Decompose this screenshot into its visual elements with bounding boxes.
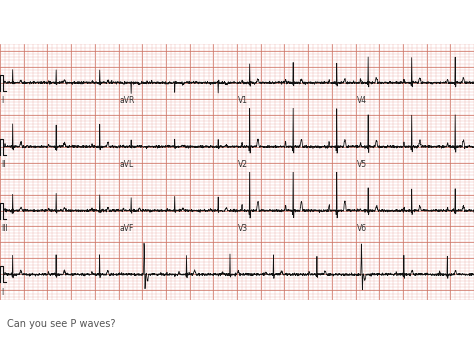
Text: aVL: aVL	[119, 160, 134, 169]
Text: I: I	[1, 288, 4, 297]
Text: ID619 – 68 year old man in the Emergency Department after an accidental fall: ID619 – 68 year old man in the Emergency…	[4, 8, 389, 18]
Text: III: III	[1, 224, 8, 233]
Text: V1: V1	[238, 96, 248, 105]
Text: II: II	[1, 160, 6, 169]
Text: aVF: aVF	[119, 224, 134, 233]
Text: V2: V2	[238, 160, 248, 169]
Text: aVR: aVR	[119, 96, 135, 105]
Text: I: I	[1, 96, 3, 105]
Text: Can you see P waves?: Can you see P waves?	[7, 320, 116, 329]
Text: V6: V6	[356, 224, 367, 233]
Text: V3: V3	[238, 224, 248, 233]
Text: V4: V4	[356, 96, 367, 105]
Text: V5: V5	[356, 160, 367, 169]
